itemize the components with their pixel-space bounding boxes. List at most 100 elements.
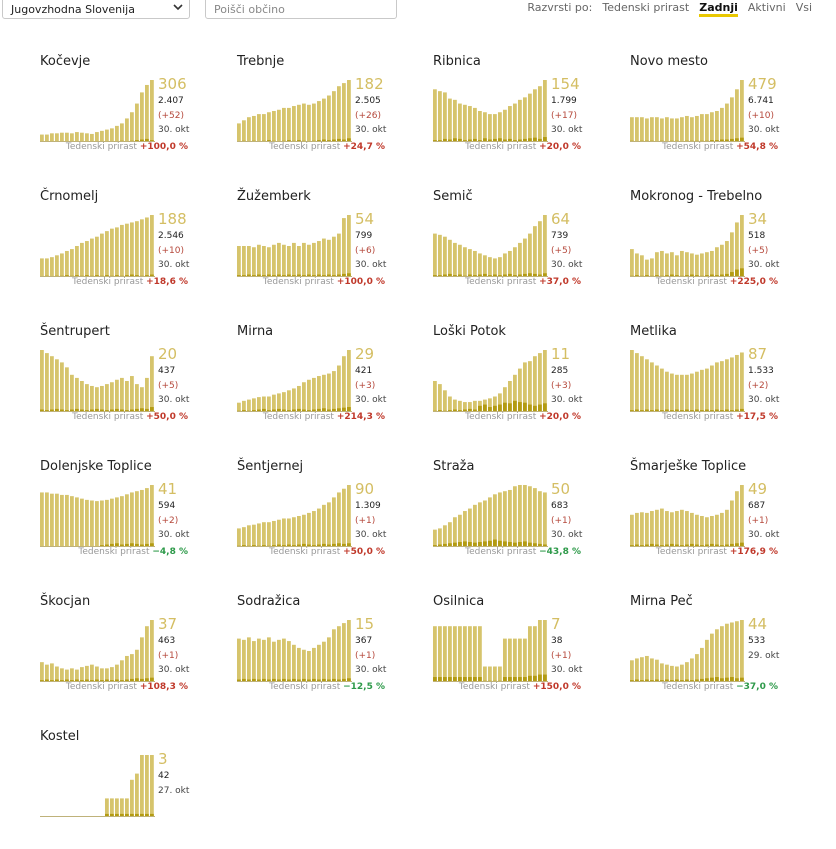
active-cases-bar — [100, 233, 104, 277]
municipality-card[interactable]: Trebnje 182 2.505 (+26) 30. okt Tedenski prir… — [237, 54, 427, 174]
municipality-card[interactable]: Mirna 29 421 (+3) 30. okt Tedenski prirast +2… — [237, 324, 427, 444]
active-cases: 7 — [551, 615, 561, 633]
municipality-card[interactable]: Šmarješke Toplice 49 687 (+1) 30. okt Tedensk… — [630, 459, 820, 579]
municipality-card[interactable]: Semič 64 739 (+5) 30. okt Tedenski prirast +3… — [433, 189, 623, 309]
new-cases-bar — [252, 678, 256, 682]
daily-change: (+1) — [748, 516, 769, 526]
active-cases-bar — [105, 499, 109, 547]
active-cases-bar — [735, 354, 739, 412]
active-cases-bar — [327, 502, 331, 547]
municipality-card[interactable]: Kostel 3 42 27. okt — [40, 729, 230, 849]
sort-option-latest[interactable]: Zadnji — [699, 1, 738, 17]
new-cases-bar — [493, 405, 497, 412]
active-cases-bar — [433, 529, 437, 547]
municipality-card[interactable]: Metlika 87 1.533 (+2) 30. okt Tedenski priras… — [630, 324, 820, 444]
active-cases-bar — [272, 394, 276, 412]
active-cases-bar — [272, 111, 276, 142]
new-cases-bar — [85, 679, 89, 682]
sort-option-all[interactable]: Vsi — [795, 1, 812, 14]
active-cases-bar — [665, 253, 669, 277]
active-cases-bar — [448, 98, 452, 142]
active-cases-bar — [257, 244, 261, 277]
weekly-growth: Tedenski prirast +18,6 % — [72, 277, 188, 287]
new-cases-bar — [438, 544, 442, 547]
last-date: 30. okt — [355, 260, 387, 270]
active-cases-bar — [312, 242, 316, 277]
active-cases-bar — [267, 637, 271, 682]
new-cases-bar — [715, 677, 719, 682]
bar-chart — [433, 350, 548, 412]
municipality-name: Šentjernej — [237, 459, 304, 474]
municipality-card[interactable]: Dolenjske Toplice 41 594 (+2) 30. okt Tedensk… — [40, 459, 230, 579]
active-cases-bar — [488, 497, 492, 547]
new-cases-bar — [110, 813, 114, 817]
municipality-card[interactable]: Ribnica 154 1.799 (+17) 30. okt Tedenski prir… — [433, 54, 623, 174]
active-cases-bar — [458, 400, 462, 412]
new-cases-bar — [80, 409, 84, 412]
bar-chart — [630, 350, 745, 412]
municipality-card[interactable]: Črnomelj 188 2.546 (+10) 30. okt Tedenski pri… — [40, 189, 230, 309]
municipality-card[interactable]: Novo mesto 479 6.741 (+10) 30. okt Tedenski p… — [630, 54, 820, 174]
municipality-card[interactable]: Žužemberk 54 799 (+6) 30. okt Tedenski priras… — [237, 189, 427, 309]
weekly-growth-label: Tedenski prirast — [262, 412, 337, 422]
daily-change: (+3) — [551, 381, 572, 391]
daily-change: (+17) — [551, 111, 578, 121]
total-cases: 38 — [551, 636, 563, 646]
municipality-card[interactable]: Šentrupert 20 437 (+5) 30. okt Tedenski prira… — [40, 324, 230, 444]
active-cases-bar — [453, 626, 457, 682]
sort-option-weekly-growth[interactable]: Tedenski prirast — [602, 1, 690, 14]
daily-change: (+1) — [551, 516, 572, 526]
active-cases-bar — [60, 494, 64, 547]
active-cases-bar — [100, 668, 104, 682]
active-cases-bar — [538, 491, 542, 547]
sort-option-active[interactable]: Aktivni — [747, 1, 786, 14]
active-cases-bar — [115, 125, 119, 142]
municipality-card[interactable]: Osilnica 7 38 (+1) 30. okt Tedenski prirast +… — [433, 594, 623, 714]
new-cases-bar — [468, 139, 472, 142]
new-cases-bar — [483, 541, 487, 547]
new-cases-bar — [145, 678, 149, 682]
active-cases-bar — [533, 626, 537, 682]
active-cases-bar — [80, 498, 84, 547]
last-date: 30. okt — [355, 530, 387, 540]
active-cases-bar — [513, 247, 517, 277]
daily-change: (+1) — [355, 516, 376, 526]
municipality-card[interactable]: Straža 50 683 (+1) 30. okt Tedenski prirast −… — [433, 459, 623, 579]
new-cases-bar — [700, 678, 704, 682]
active-cases-bar — [347, 350, 351, 412]
municipality-card[interactable]: Loški Potok 11 285 (+3) 30. okt Tedenski prir… — [433, 324, 623, 444]
active-cases-bar — [277, 393, 281, 412]
active-cases-bar — [448, 396, 452, 412]
new-cases-bar — [55, 679, 59, 682]
active-cases-bar — [322, 641, 326, 682]
active-cases-bar — [322, 238, 326, 277]
region-select[interactable]: Jugovzhodna Slovenija — [2, 0, 190, 19]
active-cases-bar — [302, 514, 306, 547]
active-cases: 41 — [158, 480, 178, 498]
new-cases-bar — [105, 679, 109, 682]
search-input[interactable]: Poišči občino — [205, 0, 397, 19]
active-cases-bar — [670, 373, 674, 412]
municipality-card[interactable]: Šentjernej 90 1.309 (+1) 30. okt Tedenski pri… — [237, 459, 427, 579]
municipality-card[interactable]: Mokronog - Trebelno 34 518 (+5) 30. okt Teden… — [630, 189, 820, 309]
weekly-growth-label: Tedenski prirast — [65, 682, 140, 692]
new-cases-bar — [115, 543, 119, 547]
active-cases-bar — [680, 664, 684, 682]
active-cases-bar — [95, 501, 99, 547]
municipality-name: Mirna — [237, 324, 274, 339]
active-cases-bar — [267, 396, 271, 412]
municipality-card[interactable]: Kočevje 306 2.407 (+52) 30. okt Tedenski prir… — [40, 54, 230, 174]
active-cases-bar — [695, 371, 699, 412]
new-cases-bar — [503, 139, 507, 142]
municipality-card[interactable]: Mirna Peč 44 533 29. okt Tedenski prirast −3… — [630, 594, 820, 714]
active-cases-bar — [100, 385, 104, 412]
new-cases-bar — [710, 543, 714, 547]
active-cases-bar — [80, 242, 84, 277]
active-cases-bar — [715, 111, 719, 142]
active-cases-bar — [312, 647, 316, 682]
municipality-card[interactable]: Škocjan 37 463 (+1) 30. okt Tedenski prirast … — [40, 594, 230, 714]
municipality-card[interactable]: Sodražica 15 367 (+1) 30. okt Tedenski priras… — [237, 594, 427, 714]
active-cases-bar — [85, 499, 89, 547]
new-cases-bar — [45, 679, 49, 682]
active-cases-bar — [317, 508, 321, 547]
